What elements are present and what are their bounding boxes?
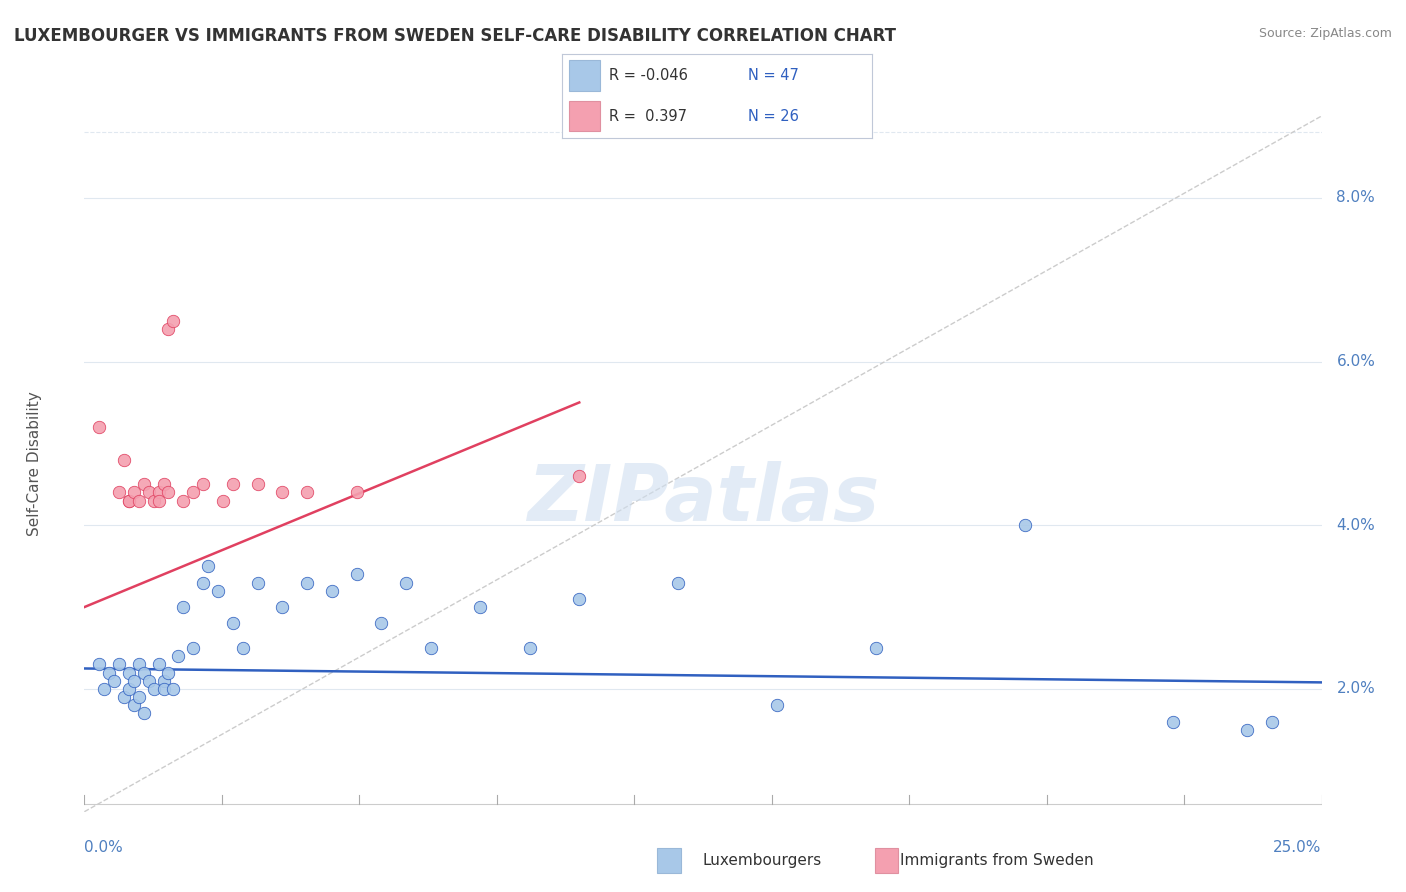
Point bbox=[148, 493, 170, 508]
Point bbox=[112, 690, 135, 705]
Text: 25.0%: 25.0% bbox=[1274, 839, 1322, 855]
Point bbox=[152, 477, 174, 491]
Point bbox=[138, 673, 160, 688]
Text: Luxembourgers: Luxembourgers bbox=[703, 854, 823, 868]
Point bbox=[122, 485, 145, 500]
Point bbox=[370, 616, 392, 631]
Text: ZIPatlas: ZIPatlas bbox=[527, 460, 879, 537]
Point bbox=[148, 485, 170, 500]
Point bbox=[157, 485, 180, 500]
Point bbox=[142, 493, 165, 508]
Point bbox=[346, 567, 368, 582]
Point bbox=[122, 698, 145, 713]
Point bbox=[152, 681, 174, 696]
Point bbox=[162, 681, 184, 696]
FancyBboxPatch shape bbox=[568, 61, 599, 91]
Text: N = 26: N = 26 bbox=[748, 109, 799, 124]
Point bbox=[148, 657, 170, 672]
Point bbox=[103, 673, 125, 688]
Text: Self-Care Disability: Self-Care Disability bbox=[27, 392, 42, 536]
Point bbox=[118, 493, 141, 508]
Point bbox=[1161, 714, 1184, 729]
Point bbox=[470, 600, 492, 615]
Point bbox=[108, 657, 131, 672]
Point bbox=[246, 477, 269, 491]
Text: Source: ZipAtlas.com: Source: ZipAtlas.com bbox=[1258, 27, 1392, 40]
Point bbox=[162, 313, 184, 327]
Point bbox=[128, 690, 150, 705]
Point bbox=[172, 600, 194, 615]
Text: 4.0%: 4.0% bbox=[1337, 517, 1375, 533]
Text: 2.0%: 2.0% bbox=[1337, 681, 1375, 697]
Point bbox=[222, 616, 245, 631]
Point bbox=[128, 493, 150, 508]
Point bbox=[108, 485, 131, 500]
Point bbox=[98, 665, 121, 680]
Point bbox=[321, 583, 343, 598]
Text: N = 47: N = 47 bbox=[748, 68, 799, 83]
Text: R =  0.397: R = 0.397 bbox=[609, 109, 686, 124]
Point bbox=[1236, 723, 1258, 737]
Point bbox=[666, 575, 689, 590]
Text: R = -0.046: R = -0.046 bbox=[609, 68, 688, 83]
Text: 0.0%: 0.0% bbox=[84, 839, 124, 855]
Point bbox=[138, 485, 160, 500]
Point bbox=[181, 640, 204, 655]
Point bbox=[132, 665, 155, 680]
Point bbox=[395, 575, 418, 590]
Point bbox=[167, 649, 190, 664]
Text: Immigrants from Sweden: Immigrants from Sweden bbox=[900, 854, 1094, 868]
Point bbox=[132, 477, 155, 491]
Point bbox=[197, 559, 219, 574]
Point bbox=[295, 485, 318, 500]
Point bbox=[1014, 518, 1036, 533]
Point bbox=[157, 665, 180, 680]
Point bbox=[128, 657, 150, 672]
Point bbox=[191, 575, 214, 590]
Point bbox=[112, 452, 135, 467]
Point bbox=[865, 640, 887, 655]
Text: LUXEMBOURGER VS IMMIGRANTS FROM SWEDEN SELF-CARE DISABILITY CORRELATION CHART: LUXEMBOURGER VS IMMIGRANTS FROM SWEDEN S… bbox=[14, 27, 896, 45]
FancyBboxPatch shape bbox=[568, 101, 599, 131]
Point bbox=[419, 640, 441, 655]
Point bbox=[568, 469, 591, 483]
Point bbox=[295, 575, 318, 590]
Point bbox=[132, 706, 155, 721]
Point bbox=[222, 477, 245, 491]
Point bbox=[118, 493, 141, 508]
Point bbox=[246, 575, 269, 590]
Point bbox=[766, 698, 789, 713]
Point bbox=[118, 665, 141, 680]
Point bbox=[271, 600, 294, 615]
Point bbox=[93, 681, 115, 696]
Point bbox=[519, 640, 541, 655]
Point bbox=[142, 681, 165, 696]
Point bbox=[207, 583, 229, 598]
Point bbox=[118, 681, 141, 696]
Text: 6.0%: 6.0% bbox=[1337, 354, 1375, 369]
Point bbox=[152, 673, 174, 688]
Point bbox=[157, 322, 180, 336]
Point bbox=[212, 493, 235, 508]
Point bbox=[122, 673, 145, 688]
Point bbox=[181, 485, 204, 500]
Point bbox=[232, 640, 254, 655]
Text: 8.0%: 8.0% bbox=[1337, 190, 1375, 205]
Point bbox=[89, 420, 111, 434]
Point bbox=[89, 657, 111, 672]
Point bbox=[191, 477, 214, 491]
Point bbox=[172, 493, 194, 508]
Point bbox=[271, 485, 294, 500]
Point bbox=[568, 591, 591, 606]
Point bbox=[1261, 714, 1284, 729]
Point bbox=[346, 485, 368, 500]
